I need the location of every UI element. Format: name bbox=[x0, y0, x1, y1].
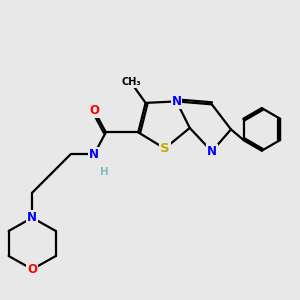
Text: S: S bbox=[160, 142, 169, 155]
Text: H: H bbox=[100, 167, 109, 177]
Text: CH₃: CH₃ bbox=[121, 77, 141, 87]
Text: N: N bbox=[207, 145, 217, 158]
Text: N: N bbox=[172, 95, 182, 108]
Text: N: N bbox=[89, 148, 99, 161]
Text: N: N bbox=[27, 211, 37, 224]
Text: O: O bbox=[89, 104, 99, 117]
Text: O: O bbox=[27, 263, 37, 276]
